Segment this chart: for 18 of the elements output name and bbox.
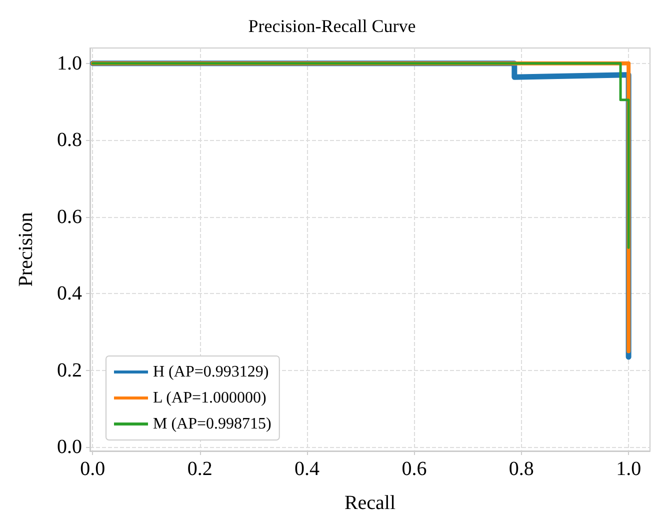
- legend-label: L (AP=1.000000): [153, 390, 266, 406]
- x-tick-label: 0.6: [402, 458, 427, 480]
- y-tick-label: 0.4: [57, 282, 82, 305]
- legend-label: M (AP=0.998715): [153, 416, 272, 432]
- x-tick-label: 0.0: [80, 458, 106, 480]
- legend-label: H (AP=0.993129): [153, 364, 269, 380]
- x-axis-title: Recall: [344, 492, 396, 514]
- x-tick-label: 0.2: [187, 458, 212, 480]
- y-tick-label: 1.0: [57, 52, 82, 74]
- x-tick-label: 0.8: [508, 458, 534, 480]
- y-axis-title: Precision: [15, 212, 37, 287]
- y-tick-label: 0.2: [57, 359, 82, 382]
- chart-title: Precision-Recall Curve: [248, 16, 416, 36]
- x-tick-label: 1.0: [616, 458, 642, 480]
- y-tick-label: 0.0: [57, 436, 82, 458]
- x-tick-label: 0.4: [294, 458, 320, 480]
- y-tick-label: 0.6: [57, 206, 82, 228]
- y-tick-label: 0.8: [57, 129, 82, 152]
